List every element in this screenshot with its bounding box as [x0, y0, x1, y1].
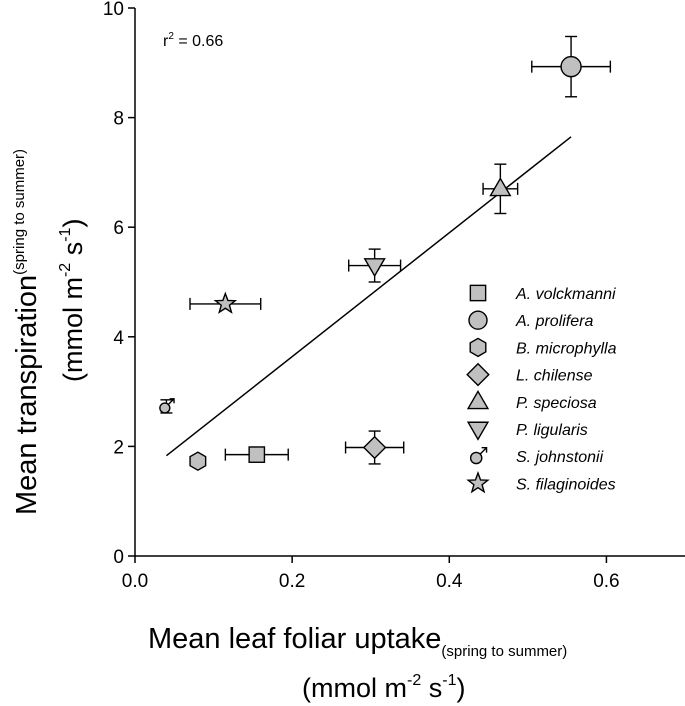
legend-marker-hexagon [469, 337, 487, 358]
point-p-speciosa [482, 163, 519, 215]
marker-triangle-down [363, 258, 386, 278]
marker-male-symbol-arrow-shaft [167, 398, 175, 406]
point-p-ligularis [348, 248, 402, 283]
point-a-prolifera [531, 35, 612, 98]
legend-marker-circle [468, 310, 488, 330]
x-tick-label: 0.2 [279, 571, 305, 592]
point-s-filaginoides [189, 291, 262, 314]
point-l-chilense [344, 430, 405, 465]
legend-item-l-chilense: L. chilense [466, 362, 593, 387]
legend-marker-star [466, 471, 490, 494]
marker-diamond [362, 435, 387, 460]
legend-label: S. johnstonii [516, 449, 604, 466]
marker-male-symbol-ring [159, 402, 171, 414]
regression-line-group [165, 136, 572, 457]
marker-star [213, 291, 238, 314]
legend-marker-male-symbol-arrow-head [481, 446, 488, 453]
point-b-microphylla [189, 451, 207, 472]
x-tick-label: 0.6 [593, 571, 619, 592]
legend-label: A. volckmanni [515, 286, 616, 303]
point-a-volckmanni [224, 446, 289, 463]
r-squared-annotation: r2 = 0.66 [163, 31, 223, 50]
legend-marker-square [469, 284, 487, 302]
legend-marker-male-symbol-ring [469, 451, 483, 465]
legend-marker-male-symbol-arrow-shaft [479, 447, 488, 455]
y-tick-label: 6 [113, 218, 124, 239]
y-tick-label: 4 [113, 328, 124, 349]
legend-label: A. prolifera [515, 313, 593, 330]
x-tick-label: 0.0 [122, 571, 148, 592]
x-tick-label: 0.4 [436, 571, 463, 592]
legend-label: S. filaginoides [516, 476, 616, 493]
legend: A. volckmanni A. prolifera B. microphylla L… [466, 284, 617, 494]
legend-item-s-johnstonii: S. johnstonii [469, 446, 604, 466]
legend-marker-diamond [466, 362, 490, 387]
legend-label: L. chilense [516, 368, 593, 385]
legend-label: P. ligularis [516, 422, 588, 439]
x-axis-unit: (mmol m-2 s-1) [302, 672, 465, 703]
marker-triangle-up [489, 177, 512, 197]
marker-male-symbol-arrow-head [169, 398, 175, 404]
axes [134, 8, 685, 557]
y-axis-title: Mean transpiration(spring to summer) [11, 149, 43, 515]
y-tick-label: 10 [103, 0, 124, 20]
x-axis-title: Mean leaf foliar uptake(spring to summer… [148, 623, 567, 660]
legend-item-a-prolifera: A. prolifera [468, 310, 593, 330]
y-tick-label: 8 [113, 109, 124, 130]
legend-marker-triangle-up [466, 390, 490, 410]
data-points [159, 35, 612, 472]
legend-item-a-volckmanni: A. volckmanni [469, 284, 616, 303]
legend-item-s-filaginoides: S. filaginoides [466, 471, 616, 494]
marker-hexagon [189, 451, 207, 472]
legend-item-p-speciosa: P. speciosa [466, 390, 597, 412]
y-axis-unit: (mmol m-2 s-1) [57, 219, 88, 382]
marker-square [248, 446, 266, 463]
marker-male-symbol [159, 398, 175, 414]
ticks: 0.0 0.2 0.4 0.6 0 2 4 6 8 10 [103, 0, 620, 592]
legend-item-b-microphylla: B. microphylla [469, 337, 617, 358]
regression-line [165, 136, 572, 457]
legend-marker-triangle-down [466, 421, 490, 441]
legend-label: P. speciosa [516, 395, 597, 412]
legend-label: B. microphylla [516, 340, 617, 357]
legend-item-p-ligularis: P. ligularis [466, 421, 588, 441]
y-tick-label: 0 [113, 547, 124, 568]
marker-circle [560, 55, 582, 78]
point-s-johnstonii [159, 398, 175, 414]
legend-marker-male-symbol [469, 446, 488, 465]
y-tick-label: 2 [113, 437, 124, 458]
